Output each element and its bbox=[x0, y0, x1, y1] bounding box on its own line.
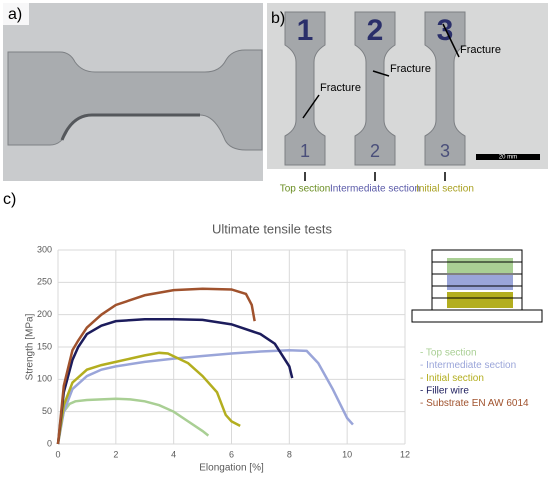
fracture-arrow bbox=[302, 94, 320, 119]
legend-entry: - Filler wire bbox=[420, 385, 469, 396]
x-tick-label: 12 bbox=[400, 449, 410, 459]
fracture-label: Fracture bbox=[460, 44, 501, 56]
y-tick-label: 250 bbox=[37, 277, 52, 287]
y-tick-label: 100 bbox=[37, 374, 52, 384]
y-tick-label: 150 bbox=[37, 341, 52, 351]
series-line bbox=[56, 351, 241, 445]
scale-bar bbox=[476, 154, 540, 160]
x-axis-label: Elongation [%] bbox=[199, 463, 264, 474]
plate-edge bbox=[60, 113, 200, 141]
label-bg bbox=[3, 3, 29, 25]
section-label: Intermediate section bbox=[330, 184, 420, 195]
x-tick-label: 8 bbox=[287, 449, 292, 459]
specimen-number: 3 bbox=[437, 14, 454, 47]
y-axis-label: Strength [MPa] bbox=[25, 313, 36, 380]
y-tick-label: 300 bbox=[37, 244, 52, 254]
layer-schematic bbox=[411, 249, 543, 323]
chart-title: Ultimate tensile tests bbox=[212, 221, 332, 236]
x-tick-label: 2 bbox=[113, 449, 118, 459]
specimens: 1 1 Fracture 2 2 Fracture 3 3 Fracture bbox=[284, 11, 501, 166]
legend-entry: - Initial section bbox=[420, 373, 484, 384]
substrate-block bbox=[411, 309, 543, 323]
layer bbox=[447, 258, 513, 273]
series-line bbox=[56, 397, 210, 445]
fracture-label: Fracture bbox=[320, 82, 361, 94]
series-line bbox=[56, 317, 294, 445]
layer bbox=[447, 292, 513, 308]
specimen bbox=[284, 11, 326, 166]
fracture-arrow bbox=[442, 23, 460, 58]
specimen-number: 1 bbox=[300, 141, 310, 161]
specimen-number: 2 bbox=[367, 14, 384, 47]
series-line bbox=[56, 348, 354, 445]
layer bbox=[447, 275, 513, 290]
x-tick-label: 4 bbox=[171, 449, 176, 459]
x-tick-label: 0 bbox=[55, 449, 60, 459]
panel-label: a) bbox=[8, 6, 22, 23]
scale-label: 20 mm bbox=[499, 155, 517, 161]
legend-entry: - Top section bbox=[420, 348, 477, 359]
y-tick-label: 50 bbox=[42, 406, 52, 416]
section-label: Top section bbox=[280, 184, 331, 195]
series-line bbox=[56, 287, 256, 445]
fracture-label: Fracture bbox=[390, 63, 431, 75]
panel-label: b) bbox=[271, 10, 285, 27]
fracture-arrow bbox=[372, 70, 390, 77]
section-label: Initial section bbox=[416, 184, 474, 195]
x-tick-label: 6 bbox=[229, 449, 234, 459]
x-tick-label: 10 bbox=[342, 449, 352, 459]
specimen-number: 2 bbox=[370, 141, 380, 161]
legend-entry: - Intermediate section bbox=[420, 360, 516, 371]
legend-entry: - Substrate EN AW 6014 bbox=[420, 398, 529, 409]
y-tick-label: 0 bbox=[47, 438, 52, 448]
specimen-number: 3 bbox=[440, 141, 450, 161]
y-tick-label: 200 bbox=[37, 309, 52, 319]
panel-label: c) bbox=[3, 191, 16, 208]
specimen-number: 1 bbox=[297, 14, 314, 47]
specimen bbox=[354, 11, 396, 166]
